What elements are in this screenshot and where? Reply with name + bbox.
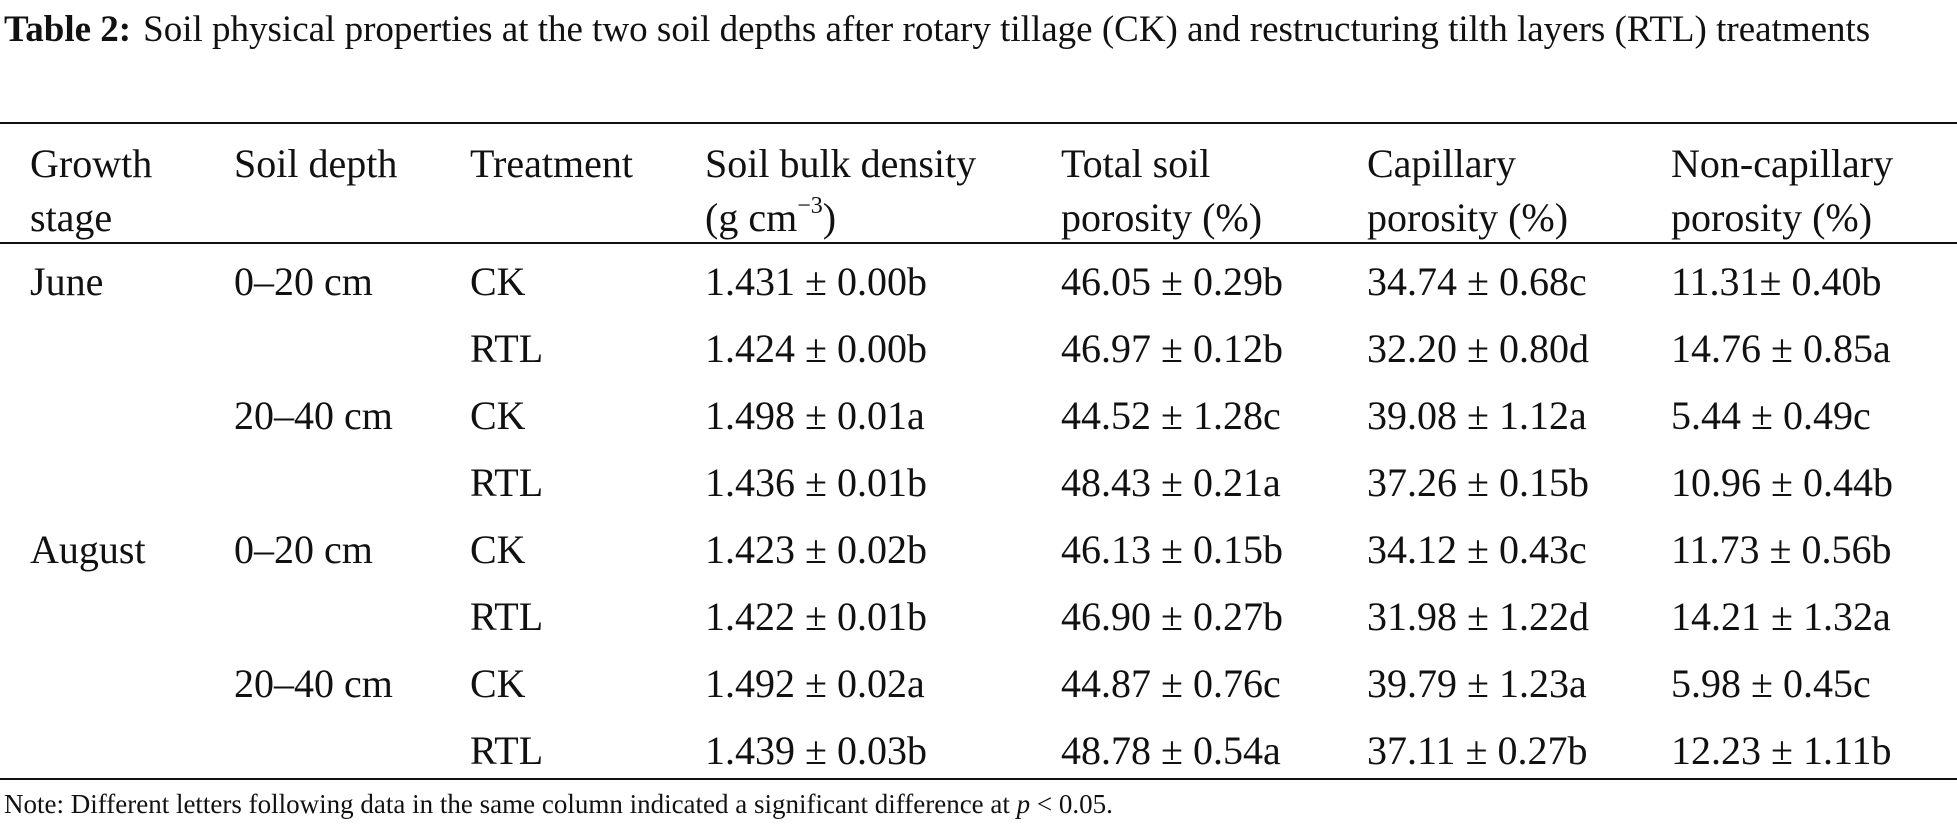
- growth-stage-cell: June: [30, 259, 104, 304]
- capillary-porosity-cell: 39.79 ± 1.23a: [1367, 661, 1587, 706]
- header-capillary: Capillary porosity (%): [1367, 137, 1568, 245]
- total-porosity-cell: 46.13 ± 0.15b: [1061, 527, 1283, 572]
- header-treatment-text: Treatment: [470, 141, 633, 186]
- capillary-porosity-cell: 32.20 ± 0.80d: [1367, 326, 1589, 371]
- header-bulk-density-line1: Soil bulk density: [705, 141, 977, 186]
- header-non-capillary-line1: Non-capillary: [1671, 141, 1894, 186]
- total-porosity-cell: 48.43 ± 0.21a: [1061, 460, 1281, 505]
- bulk-density-cell: 1.423 ± 0.02b: [705, 527, 927, 572]
- header-growth-stage: Growth stage: [30, 137, 152, 245]
- table-label: Table 2:: [4, 9, 132, 50]
- header-soil-depth: Soil depth: [234, 137, 397, 191]
- header-total-porosity-line2: porosity (%): [1061, 195, 1263, 240]
- total-porosity-cell: 46.97 ± 0.12b: [1061, 326, 1283, 371]
- treatment-cell: CK: [470, 527, 526, 572]
- total-porosity-cell: 46.05 ± 0.29b: [1061, 259, 1283, 304]
- bulk-density-cell: 1.498 ± 0.01a: [705, 393, 925, 438]
- soil-depth-cell: 0–20 cm: [234, 527, 373, 572]
- growth-stage-cell: August: [30, 527, 146, 572]
- treatment-cell: RTL: [470, 326, 544, 371]
- capillary-porosity-cell: 37.11 ± 0.27b: [1367, 728, 1588, 773]
- treatment-cell: RTL: [470, 728, 544, 773]
- non-capillary-porosity-cell: 5.98 ± 0.45c: [1671, 661, 1871, 706]
- soil-depth-cell: 20–40 cm: [234, 393, 393, 438]
- header-treatment: Treatment: [470, 137, 633, 191]
- non-capillary-porosity-cell: 5.44 ± 0.49c: [1671, 393, 1871, 438]
- header-growth-stage-line2: stage: [30, 195, 113, 240]
- header-bulk-density-exponent: −3: [797, 192, 823, 219]
- soil-depth-cell: 20–40 cm: [234, 661, 393, 706]
- non-capillary-porosity-cell: 11.31± 0.40b: [1671, 259, 1882, 304]
- header-non-capillary: Non-capillary porosity (%): [1671, 137, 1893, 245]
- total-porosity-cell: 48.78 ± 0.54a: [1061, 728, 1281, 773]
- header-total-porosity: Total soil porosity (%): [1061, 137, 1262, 245]
- header-capillary-line2: porosity (%): [1367, 195, 1569, 240]
- treatment-cell: CK: [470, 393, 526, 438]
- total-porosity-cell: 44.87 ± 0.76c: [1061, 661, 1281, 706]
- non-capillary-porosity-cell: 14.21 ± 1.32a: [1671, 594, 1891, 639]
- non-capillary-porosity-cell: 12.23 ± 1.11b: [1671, 728, 1892, 773]
- header-total-porosity-line1: Total soil: [1061, 141, 1211, 186]
- header-capillary-line1: Capillary: [1367, 141, 1516, 186]
- bottom-rule: [0, 778, 1957, 780]
- total-porosity-cell: 46.90 ± 0.27b: [1061, 594, 1283, 639]
- soil-depth-cell: 0–20 cm: [234, 259, 373, 304]
- bulk-density-cell: 1.424 ± 0.00b: [705, 326, 927, 371]
- top-rule: [0, 122, 1957, 124]
- table-caption: Table 2: Soil physical properties at the …: [4, 2, 1949, 57]
- non-capillary-porosity-cell: 11.73 ± 0.56b: [1671, 527, 1892, 572]
- treatment-cell: RTL: [470, 460, 544, 505]
- header-bulk-density-close: ): [822, 195, 837, 240]
- treatment-cell: CK: [470, 661, 526, 706]
- header-soil-depth-text: Soil depth: [234, 141, 398, 186]
- note-prefix: Note: Different letters following data i…: [4, 789, 1010, 819]
- non-capillary-porosity-cell: 14.76 ± 0.85a: [1671, 326, 1891, 371]
- header-bulk-density: Soil bulk density (g cm−3): [705, 137, 976, 245]
- bulk-density-cell: 1.492 ± 0.02a: [705, 661, 925, 706]
- note-suffix: < 0.05.: [1036, 789, 1113, 819]
- capillary-porosity-cell: 31.98 ± 1.22d: [1367, 594, 1589, 639]
- capillary-porosity-cell: 37.26 ± 0.15b: [1367, 460, 1589, 505]
- total-porosity-cell: 44.52 ± 1.28c: [1061, 393, 1281, 438]
- table-note: Note: Different letters following data i…: [4, 786, 1113, 822]
- header-bulk-density-unit: (g cm: [705, 195, 798, 240]
- header-growth-stage-line1: Growth: [30, 141, 153, 186]
- header-rule: [0, 242, 1957, 244]
- treatment-cell: RTL: [470, 594, 544, 639]
- bulk-density-cell: 1.439 ± 0.03b: [705, 728, 927, 773]
- bulk-density-cell: 1.436 ± 0.01b: [705, 460, 927, 505]
- bulk-density-cell: 1.431 ± 0.00b: [705, 259, 927, 304]
- capillary-porosity-cell: 34.12 ± 0.43c: [1367, 527, 1587, 572]
- treatment-cell: CK: [470, 259, 526, 304]
- capillary-porosity-cell: 34.74 ± 0.68c: [1367, 259, 1587, 304]
- caption-text: Soil physical properties at the two soil…: [143, 9, 1871, 50]
- non-capillary-porosity-cell: 10.96 ± 0.44b: [1671, 460, 1893, 505]
- capillary-porosity-cell: 39.08 ± 1.12a: [1367, 393, 1587, 438]
- header-non-capillary-line2: porosity (%): [1671, 195, 1873, 240]
- bulk-density-cell: 1.422 ± 0.01b: [705, 594, 927, 639]
- note-p-symbol: p: [1016, 789, 1031, 819]
